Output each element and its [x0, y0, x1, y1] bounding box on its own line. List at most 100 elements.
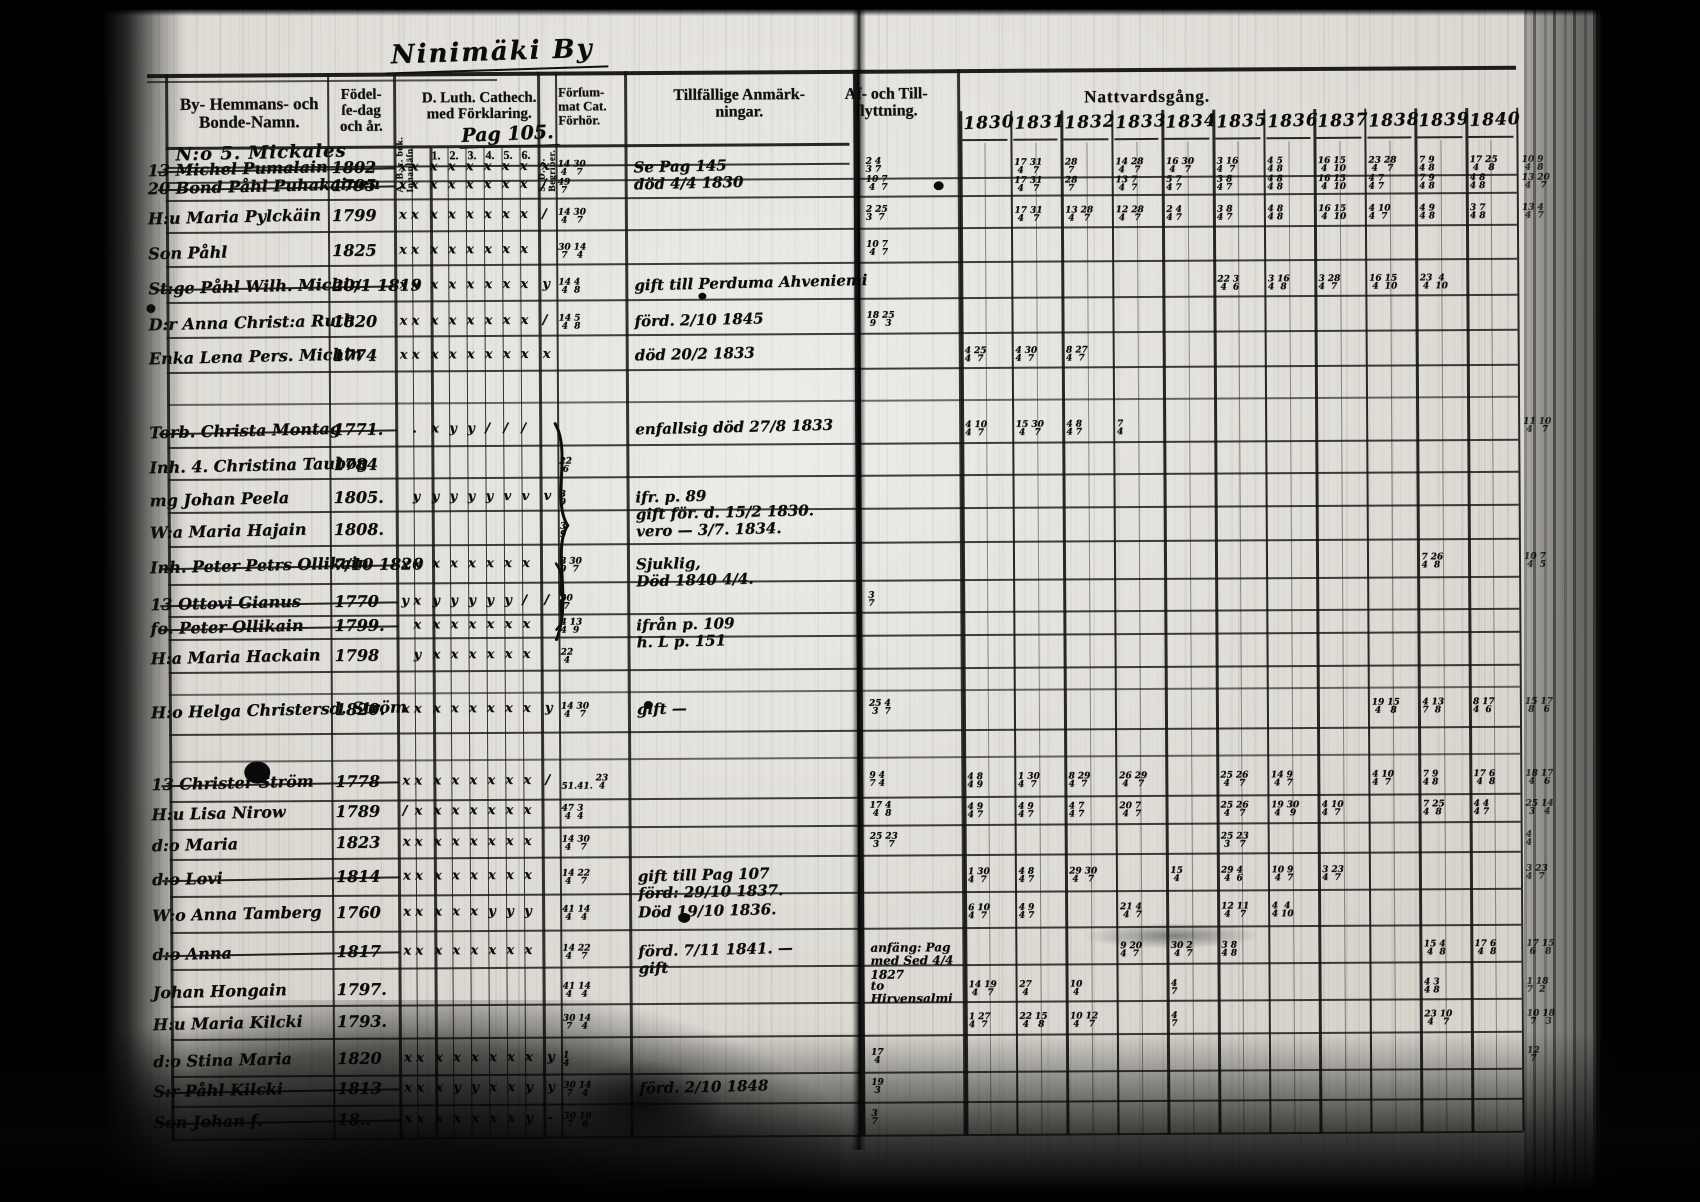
date-fraction: 25 7: [973, 345, 987, 365]
catechism-mark: x: [523, 772, 532, 788]
catechism-mark: y: [413, 647, 422, 663]
table-row: [0, 0, 1697, 5]
communion-date-cell: 17 4 6 8: [1474, 939, 1519, 958]
table-row: [0, 0, 1697, 5]
catechism-mark: x: [415, 904, 423, 920]
date-fraction: 25 3: [882, 310, 895, 329]
date-fraction: 29 7: [1077, 771, 1091, 790]
year-underline: [1417, 136, 1463, 139]
catechism-mark: x: [448, 277, 457, 293]
header-afochtill: Af- och Till- flyttning.: [844, 85, 928, 121]
communion-date-cell: 25 4 26 7: [1220, 770, 1265, 789]
date-fraction: 14 4: [562, 943, 575, 962]
afochtill-cell: 25 3 4 7: [869, 698, 961, 717]
catechism-mark: x: [470, 904, 478, 920]
catechism-mark: x: [411, 242, 419, 258]
year-label: 1838: [1367, 109, 1420, 132]
catechism-mark: y: [485, 488, 494, 505]
date-fraction: 10 6: [578, 1111, 592, 1130]
catechism-mark: x: [501, 158, 510, 174]
communion-date-cell: 6 4 10 7: [968, 903, 1013, 922]
table-row: [0, 0, 1697, 5]
date-fraction: 13 4: [1521, 172, 1535, 191]
communion-date-cell: 23 4 28 7: [1368, 155, 1413, 174]
birth-year-cell: 1798: [334, 645, 380, 665]
catechism-mark: y: [453, 1080, 461, 1096]
date-fraction: 17 6: [1526, 938, 1539, 957]
date-fraction: 41 4: [562, 981, 576, 1000]
fold-divider: [853, 69, 866, 1136]
catechism-mark: x: [487, 833, 496, 850]
catechism-mark: y: [432, 593, 440, 609]
communion-date-cell: 19 4 30 9: [1271, 800, 1316, 819]
catechism-mark: x: [483, 159, 492, 175]
communion-date-cell: 13 4 7 7: [1115, 175, 1160, 194]
table-row: [0, 0, 1697, 5]
grid-vline: [429, 147, 439, 1139]
catechism-mark: x: [522, 646, 531, 662]
communion-date-cell: 15 4 30 7: [1016, 420, 1061, 439]
catechism-mark: x: [398, 177, 407, 193]
margin-note: 10 4 7 5: [1524, 552, 1594, 570]
date-fraction: 10 7: [1526, 1008, 1540, 1027]
date-fraction: 23 7: [1331, 864, 1344, 884]
catechism-mark: x: [469, 834, 478, 850]
catechism-mark: x: [433, 868, 442, 884]
birth-year-cell: 1820: [332, 311, 378, 331]
forsummat-cell: 30 7 10 6: [563, 1111, 629, 1130]
catechism-mark: x: [484, 312, 493, 329]
date-fraction: 17 6: [1482, 696, 1495, 716]
date-fraction: 25 7: [875, 204, 888, 223]
birth-year-cell: 1817: [336, 941, 381, 961]
communion-date-cell: 23 4 10 7: [1424, 1009, 1469, 1028]
catechism-mark: x: [410, 177, 419, 193]
date-fraction: 14 4: [558, 313, 572, 332]
year-underline: [1063, 138, 1109, 141]
communion-date-cell: 14 4 9 7: [1271, 770, 1316, 789]
communion-date-cell: 23 4 4 10: [1420, 273, 1465, 292]
catechism-mark: x: [541, 158, 550, 174]
date-fraction: 16 4: [1165, 156, 1179, 176]
date-fraction: 14 4: [1541, 798, 1554, 817]
catechism-mark: x: [504, 700, 513, 716]
catechism-mark: x: [470, 1050, 479, 1066]
catechism-mark: x: [468, 647, 477, 663]
date-fraction: 28 7: [1131, 205, 1144, 224]
date-fraction: 10 4: [1069, 1011, 1083, 1030]
afochtill-cell: anfäng: Pag med Sed 4/4 1827: [870, 940, 954, 982]
date-fraction: 17 4: [1473, 768, 1486, 788]
year-label: 1835: [1215, 110, 1269, 133]
date-fraction: 15 10: [1333, 155, 1346, 175]
date-fraction: 14 4: [577, 904, 591, 923]
communion-date-cell: 1 4 27 7: [969, 1012, 1014, 1031]
header-names: By- Hemmans- och Bonde-Namn.: [179, 94, 319, 133]
catechism-mark: x: [399, 277, 408, 293]
communion-date-cell: 17 4 31 7: [1014, 206, 1059, 225]
date-fraction: 30 7: [1181, 156, 1195, 176]
date-fraction: 10 7: [1330, 799, 1344, 819]
margin-note: 10 7 18 3: [1527, 1009, 1597, 1027]
